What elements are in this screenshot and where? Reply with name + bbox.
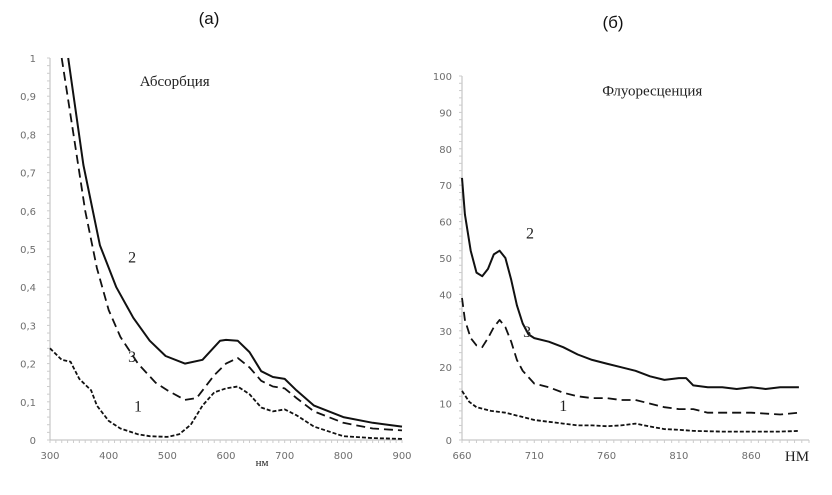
panel-label: (а) (199, 9, 220, 28)
x-tick-label: 800 (334, 451, 353, 462)
curve-label-2: 2 (526, 226, 534, 243)
y-tick-label: 0,1 (20, 398, 36, 409)
y-tick-label: 90 (439, 108, 452, 119)
series-line-1 (49, 347, 403, 440)
x-tick-label: 400 (99, 451, 118, 462)
y-tick-label: 1 (30, 54, 36, 65)
x-tick-label: 710 (525, 451, 544, 462)
panel-a: (а) 0 0,1 0,2 0,3 0,4 0,5 0,6 0,7 0,8 0,9 1 300 400 50… (20, 9, 411, 469)
y-tick-label: 0,3 (20, 321, 36, 332)
y-tick-label: 20 (439, 363, 452, 374)
panel-b: (б) 0 10 20 30 40 50 60 70 80 90 100 660 710 760 810 860… (433, 13, 810, 465)
curve-label-3: 3 (128, 349, 136, 366)
x-tick-label: 810 (669, 451, 688, 462)
curve-label-2: 2 (128, 250, 136, 267)
y-tick-label: 50 (439, 254, 452, 265)
y-tick-label: 0,9 (20, 92, 36, 103)
x-tick-label: 700 (275, 451, 294, 462)
x-tick-label: 760 (597, 451, 616, 462)
curve-label-1: 1 (134, 399, 142, 416)
y-tick-label: 0,6 (20, 207, 36, 218)
series-line-3 (60, 57, 403, 432)
y-tick-label: 10 (439, 400, 452, 411)
series-line-3 (461, 297, 799, 416)
x-tick-label: 600 (216, 451, 235, 462)
y-tick-label: 40 (439, 290, 452, 301)
chart-title: Флуоресценция (602, 84, 702, 100)
y-tick-label: 0,7 (20, 169, 36, 180)
x-axis-label: нм (256, 457, 269, 469)
y-tick-label: 100 (433, 72, 452, 83)
x-axis-label: НМ (785, 449, 809, 465)
curve-label-1: 1 (559, 398, 567, 415)
y-tick-label: 70 (439, 181, 452, 192)
x-tick-label: 300 (40, 451, 59, 462)
series-line-2 (67, 57, 403, 428)
series-line-1 (461, 390, 799, 433)
y-tick-label: 60 (439, 218, 452, 229)
y-tick-label: 0 (446, 436, 452, 447)
y-tick-label: 0,4 (20, 283, 36, 294)
x-tick-label: 500 (158, 451, 177, 462)
y-tick-label: 0 (30, 436, 36, 447)
series-line-2 (461, 177, 799, 390)
y-tick-label: 0,2 (20, 360, 36, 371)
curve-label-3: 3 (523, 324, 531, 341)
panel-label: (б) (602, 13, 623, 32)
x-tick-label: 660 (452, 451, 471, 462)
y-tick-label: 30 (439, 327, 452, 338)
x-tick-label: 860 (742, 451, 761, 462)
x-tick-label: 900 (392, 451, 411, 462)
y-tick-label: 0,8 (20, 130, 36, 141)
chart-title: Абсорбция (140, 74, 210, 90)
y-tick-label: 80 (439, 145, 452, 156)
y-tick-label: 0,5 (20, 245, 36, 256)
